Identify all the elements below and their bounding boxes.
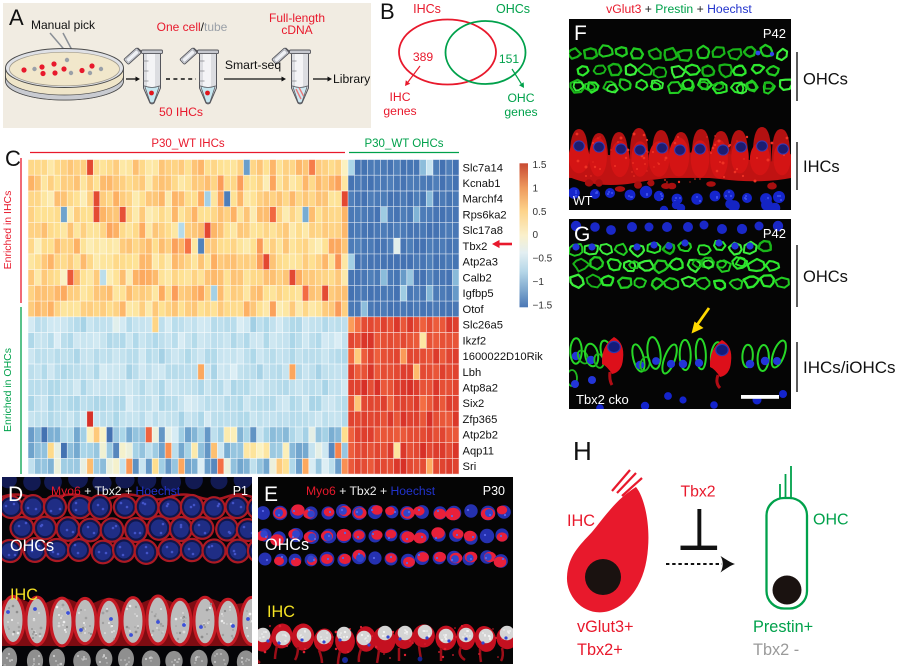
- svg-text:OHCs: OHCs: [803, 268, 848, 286]
- svg-text:Igfbp5: Igfbp5: [463, 288, 494, 300]
- svg-text:Ikzf2: Ikzf2: [463, 335, 487, 347]
- svg-text:Slc26a5: Slc26a5: [463, 320, 503, 332]
- svg-text:G: G: [574, 223, 590, 246]
- svg-text:IHCs: IHCs: [803, 158, 840, 176]
- svg-text:50 IHCs: 50 IHCs: [159, 105, 203, 119]
- svg-text:OHCs: OHCs: [10, 537, 54, 555]
- svg-text:Slc17a8: Slc17a8: [463, 225, 503, 237]
- svg-text:OHCs: OHCs: [496, 2, 530, 16]
- svg-text:Myo6 + Tbx2 + Hoechst: Myo6 + Tbx2 + Hoechst: [51, 484, 181, 498]
- svg-text:Tbx2 -: Tbx2 -: [753, 641, 799, 659]
- svg-text:Six2: Six2: [463, 398, 485, 410]
- svg-text:P30_WT IHCs: P30_WT IHCs: [151, 138, 225, 150]
- svg-text:IHC: IHC: [267, 603, 295, 621]
- svg-text:OHC: OHC: [507, 91, 534, 105]
- svg-text:cDNA: cDNA: [281, 23, 312, 37]
- svg-text:151: 151: [499, 52, 520, 66]
- svg-text:Atp8a2: Atp8a2: [463, 382, 498, 394]
- svg-text:OHC: OHC: [813, 512, 849, 529]
- svg-text:IHC: IHC: [10, 586, 38, 604]
- svg-text:Kcnab1: Kcnab1: [463, 178, 501, 190]
- svg-text:Atp2b2: Atp2b2: [463, 430, 498, 442]
- svg-text:Zfp365: Zfp365: [463, 414, 498, 426]
- svg-text:F: F: [574, 22, 587, 45]
- svg-text:IHCs: IHCs: [413, 2, 441, 16]
- svg-text:A: A: [9, 5, 24, 30]
- svg-text:Atp2a3: Atp2a3: [463, 257, 498, 269]
- svg-text:Smart-seq: Smart-seq: [225, 58, 281, 72]
- svg-text:IHCs/iOHCs: IHCs/iOHCs: [803, 358, 896, 377]
- svg-text:Tbx2: Tbx2: [463, 241, 488, 253]
- svg-text:Slc7a14: Slc7a14: [463, 162, 503, 174]
- svg-text:Tbx2+: Tbx2+: [577, 641, 623, 659]
- svg-text:Calb2: Calb2: [463, 272, 492, 284]
- svg-text:WT: WT: [573, 194, 593, 208]
- svg-text:1.5: 1.5: [533, 160, 547, 171]
- svg-text:−0.5: −0.5: [533, 254, 553, 265]
- svg-text:1600022D10Rik: 1600022D10Rik: [463, 351, 544, 363]
- svg-text:B: B: [380, 0, 395, 24]
- svg-text:Manual pick: Manual pick: [31, 18, 96, 32]
- svg-text:Otof: Otof: [463, 304, 485, 316]
- svg-text:genes: genes: [504, 105, 537, 119]
- svg-text:vGlut3+: vGlut3+: [577, 618, 634, 636]
- svg-text:0.5: 0.5: [533, 207, 547, 218]
- svg-text:E: E: [264, 483, 278, 506]
- svg-text:−1: −1: [533, 277, 545, 288]
- svg-text:389: 389: [413, 50, 434, 64]
- svg-text:P42: P42: [763, 226, 786, 241]
- svg-text:C: C: [5, 146, 21, 171]
- svg-text:Full-length: Full-length: [269, 11, 325, 25]
- svg-text:−1.5: −1.5: [533, 300, 553, 311]
- svg-text:Enriched in OHCs: Enriched in OHCs: [2, 348, 14, 432]
- svg-text:Myo6 + Tbx2 + Hoechst: Myo6 + Tbx2 + Hoechst: [306, 484, 436, 498]
- svg-text:OHCs: OHCs: [265, 536, 309, 554]
- svg-text:H: H: [573, 436, 592, 466]
- svg-text:Marchf4: Marchf4: [463, 194, 503, 206]
- svg-text:OHCs: OHCs: [803, 71, 848, 89]
- svg-text:P30: P30: [483, 484, 505, 498]
- svg-text:Sri: Sri: [463, 461, 477, 473]
- svg-text:Prestin+: Prestin+: [753, 618, 813, 636]
- svg-text:0: 0: [533, 230, 539, 241]
- svg-text:Tbx2 cko: Tbx2 cko: [576, 392, 629, 407]
- svg-text:P1: P1: [233, 484, 248, 498]
- svg-text:vGlut3 + Prestin + Hoechst: vGlut3 + Prestin + Hoechst: [606, 2, 752, 16]
- svg-text:IHC: IHC: [567, 512, 595, 530]
- svg-text:1: 1: [533, 183, 539, 194]
- svg-text:Rps6ka2: Rps6ka2: [463, 209, 507, 221]
- svg-text:Tbx2: Tbx2: [680, 484, 715, 501]
- svg-text:One cell/tube: One cell/tube: [157, 20, 228, 34]
- svg-text:Enriched in IHCs: Enriched in IHCs: [2, 191, 14, 270]
- svg-text:IHC: IHC: [390, 90, 411, 104]
- svg-text:Aqp11: Aqp11: [463, 445, 495, 457]
- svg-text:Library: Library: [333, 72, 371, 86]
- svg-text:P42: P42: [763, 26, 786, 41]
- svg-text:genes: genes: [383, 104, 416, 118]
- svg-text:Lbh: Lbh: [463, 367, 482, 379]
- svg-text:D: D: [8, 483, 23, 506]
- svg-text:P30_WT OHCs: P30_WT OHCs: [364, 138, 443, 150]
